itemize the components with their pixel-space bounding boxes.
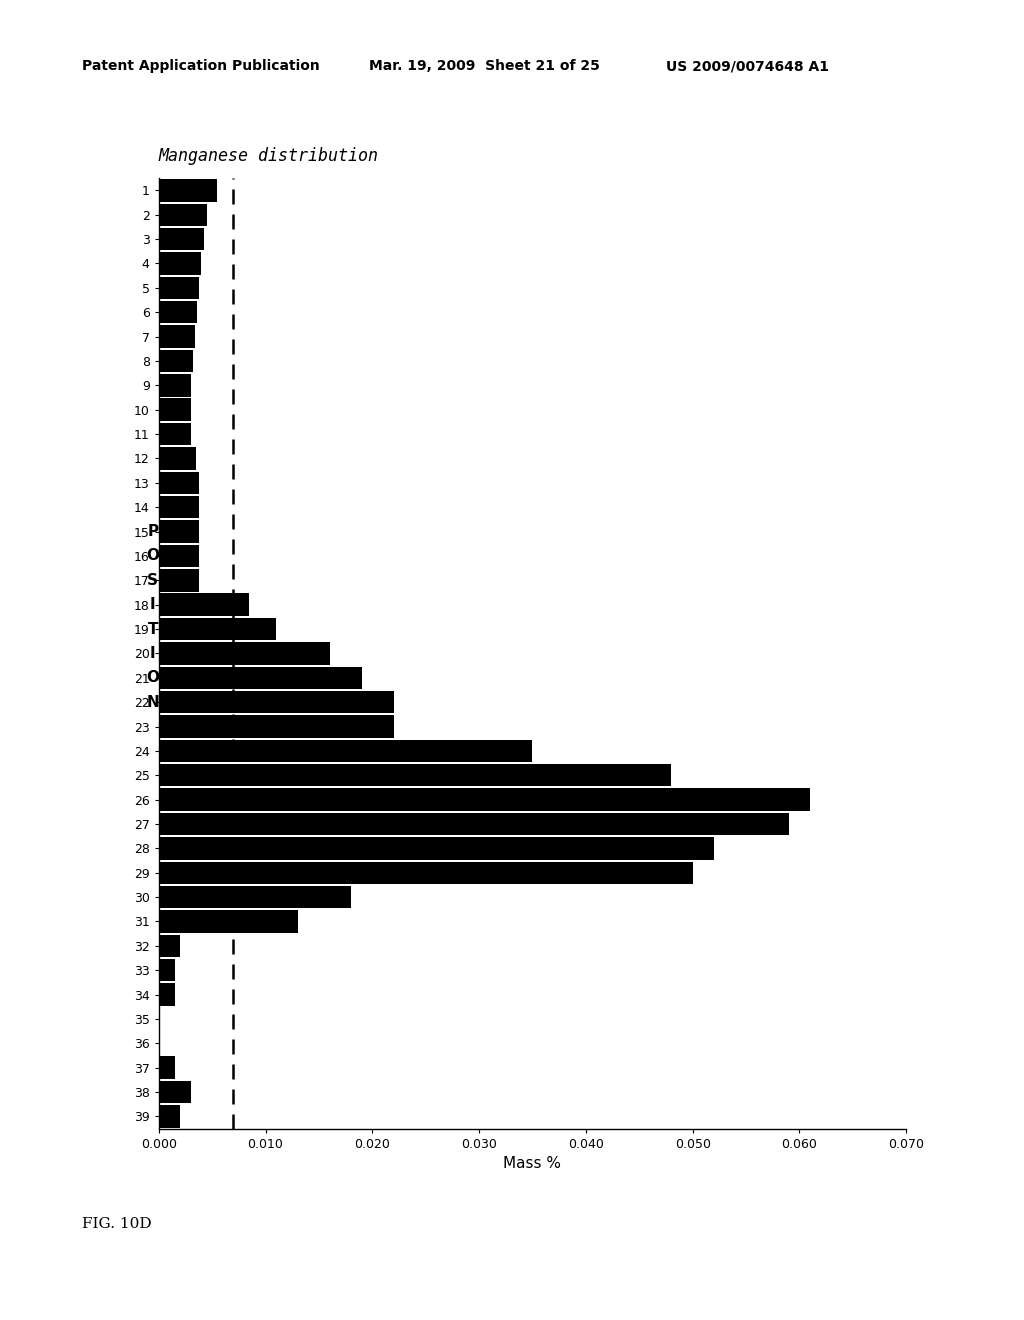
Bar xyxy=(159,690,393,713)
Text: Mar. 19, 2009  Sheet 21 of 25: Mar. 19, 2009 Sheet 21 of 25 xyxy=(369,59,599,74)
Text: US 2009/0074648 A1: US 2009/0074648 A1 xyxy=(666,59,828,74)
Bar xyxy=(159,471,200,494)
Bar xyxy=(159,813,788,836)
Bar xyxy=(159,374,190,396)
Text: Patent Application Publication: Patent Application Publication xyxy=(82,59,319,74)
Bar xyxy=(159,277,200,300)
Bar xyxy=(159,1081,190,1104)
Text: P: P xyxy=(147,524,159,539)
Bar xyxy=(159,667,361,689)
Bar xyxy=(159,911,298,933)
Text: O: O xyxy=(146,548,160,564)
Bar xyxy=(159,886,351,908)
Text: O: O xyxy=(146,671,160,685)
Bar xyxy=(159,862,692,884)
Bar xyxy=(159,496,200,519)
Bar xyxy=(159,715,393,738)
Bar xyxy=(159,960,175,981)
Bar xyxy=(159,301,198,323)
Bar xyxy=(159,935,180,957)
Bar xyxy=(159,594,250,616)
Bar xyxy=(159,618,276,640)
Bar xyxy=(159,203,207,226)
Text: I: I xyxy=(150,597,156,612)
Bar xyxy=(159,180,217,202)
Text: FIG. 10D: FIG. 10D xyxy=(82,1217,152,1230)
Text: T: T xyxy=(147,622,158,636)
Bar xyxy=(159,788,810,810)
Text: Manganese distribution: Manganese distribution xyxy=(159,147,379,165)
Bar xyxy=(159,326,195,347)
Bar xyxy=(159,447,197,470)
Text: I: I xyxy=(150,645,156,661)
Bar xyxy=(159,837,714,859)
Bar xyxy=(159,739,532,762)
Bar xyxy=(159,422,190,445)
Bar xyxy=(159,520,200,543)
Bar xyxy=(159,764,672,787)
Bar xyxy=(159,569,200,591)
Bar xyxy=(159,1105,180,1127)
Bar xyxy=(159,350,193,372)
Bar xyxy=(159,983,175,1006)
Text: S: S xyxy=(147,573,159,587)
Bar xyxy=(159,399,190,421)
Bar xyxy=(159,228,204,251)
X-axis label: Mass %: Mass % xyxy=(504,1156,561,1171)
Text: N: N xyxy=(146,694,159,710)
Bar xyxy=(159,643,330,664)
Bar xyxy=(159,252,202,275)
Bar xyxy=(159,545,200,568)
Bar xyxy=(159,1056,175,1078)
